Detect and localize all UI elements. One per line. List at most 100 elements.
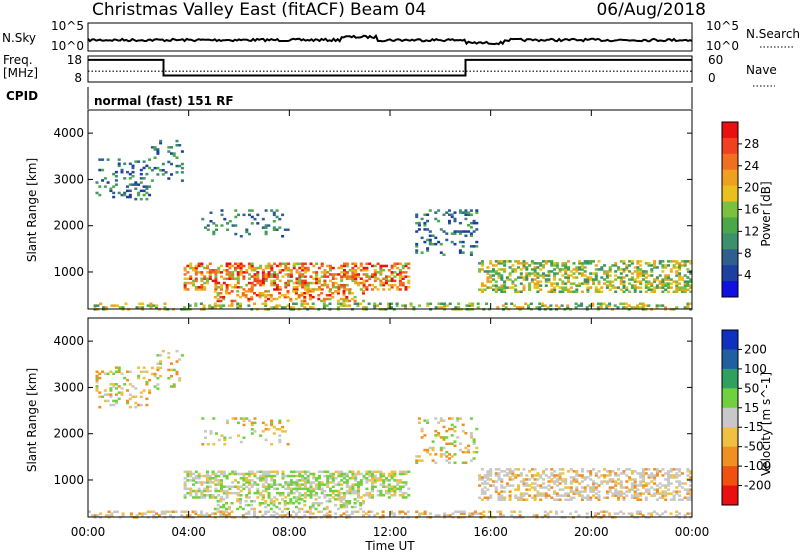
- radar-cell: [583, 274, 587, 277]
- radar-cell: [264, 275, 268, 278]
- radar-cell: [194, 481, 198, 484]
- radar-cell: [583, 280, 587, 283]
- radar-cell: [471, 514, 475, 517]
- radar-cell: [555, 304, 558, 307]
- radar-cell: [311, 503, 315, 507]
- radar-cell: [234, 209, 238, 212]
- radar-cell: [448, 453, 451, 456]
- radar-cell: [109, 189, 113, 193]
- radar-cell: [503, 496, 507, 499]
- radar-cell: [336, 306, 340, 309]
- radar-cell: [225, 514, 228, 517]
- radar-cell: [575, 284, 579, 287]
- radar-cell: [356, 500, 360, 503]
- radar-cell: [308, 297, 312, 301]
- radar-cell: [253, 491, 257, 495]
- radar-cell: [311, 502, 315, 505]
- radar-cell: [334, 494, 338, 497]
- radar-cell: [98, 405, 102, 409]
- radar-cell: [567, 492, 570, 495]
- colorbar-tick-label: -50: [744, 440, 764, 454]
- radar-cell: [253, 266, 257, 270]
- radar-cell: [337, 283, 341, 287]
- radar-cell: [123, 191, 127, 195]
- radar-cell: [312, 277, 316, 280]
- radar-cell: [354, 279, 358, 283]
- radar-cell: [569, 488, 573, 491]
- radar-cell: [439, 419, 443, 422]
- radar-cell: [547, 278, 551, 281]
- radar-cell: [301, 477, 305, 480]
- radar-cell: [186, 281, 190, 285]
- radar-cell: [267, 491, 271, 495]
- radar-cell: [131, 175, 135, 178]
- radar-cell: [539, 264, 543, 267]
- radar-cell: [145, 172, 149, 176]
- radar-cell: [572, 282, 576, 285]
- radar-cell: [434, 417, 438, 420]
- radar-cell: [489, 262, 493, 265]
- radar-cell: [528, 488, 532, 491]
- radar-cell: [480, 478, 484, 481]
- radar-cell: [340, 286, 344, 289]
- radar-cell: [558, 498, 562, 501]
- radar-cell: [239, 485, 243, 488]
- radar-cell: [294, 302, 298, 305]
- radar-cell: [197, 514, 201, 517]
- radar-cell: [379, 483, 383, 486]
- radar-cell: [489, 276, 493, 279]
- radar-cell: [630, 478, 634, 481]
- radar-cell: [219, 510, 223, 513]
- radar-cell: [275, 283, 279, 287]
- radar-cell: [675, 510, 679, 513]
- radar-cell: [354, 277, 358, 280]
- radar-cell: [231, 271, 235, 274]
- radar-cell: [362, 500, 365, 503]
- radar-cell: [138, 512, 142, 515]
- radar-cell: [461, 429, 465, 433]
- radar-cell: [390, 286, 394, 289]
- radar-cell: [575, 290, 579, 293]
- power-ylabel: Slant Range [km]: [25, 158, 39, 262]
- radar-cell: [284, 286, 288, 289]
- radar-cell: [135, 306, 139, 309]
- radar-cell: [550, 290, 554, 293]
- radar-cell: [669, 474, 673, 477]
- radar-cell: [270, 421, 274, 425]
- radar-cell: [497, 498, 501, 501]
- radar-cell: [396, 479, 400, 482]
- radar-cell: [259, 474, 263, 478]
- radar-cell: [678, 278, 682, 281]
- radar-cell: [689, 302, 693, 305]
- radar-cell: [329, 266, 332, 270]
- radar-cell: [273, 283, 277, 287]
- radar-cell: [647, 286, 651, 289]
- radar-cell: [301, 286, 305, 289]
- radar-cell: [650, 290, 654, 293]
- radar-cell: [298, 283, 302, 287]
- radar-cell: [678, 482, 682, 485]
- radar-cell: [153, 372, 157, 376]
- radar-cell: [564, 268, 568, 271]
- radar-cell: [117, 385, 121, 388]
- radar-cell: [480, 260, 484, 263]
- radar-cell: [217, 479, 221, 482]
- radar-cell: [605, 286, 609, 289]
- radar-cell: [145, 397, 149, 401]
- radar-cell: [499, 512, 503, 515]
- radar-cell: [658, 514, 662, 517]
- radar-cell: [597, 484, 601, 487]
- radar-cell: [387, 306, 391, 309]
- radar-cell: [203, 487, 207, 491]
- radar-cell: [569, 290, 573, 293]
- radar-cell: [482, 514, 486, 517]
- radar-cell: [259, 264, 263, 268]
- radar-cell: [619, 494, 623, 497]
- radar-cell: [131, 395, 135, 398]
- radar-cell: [273, 271, 277, 274]
- radar-cell: [328, 290, 332, 293]
- radar-cell: [320, 502, 324, 505]
- radar-cell: [368, 494, 372, 497]
- radar-cell: [261, 479, 265, 482]
- radar-cell: [320, 288, 324, 291]
